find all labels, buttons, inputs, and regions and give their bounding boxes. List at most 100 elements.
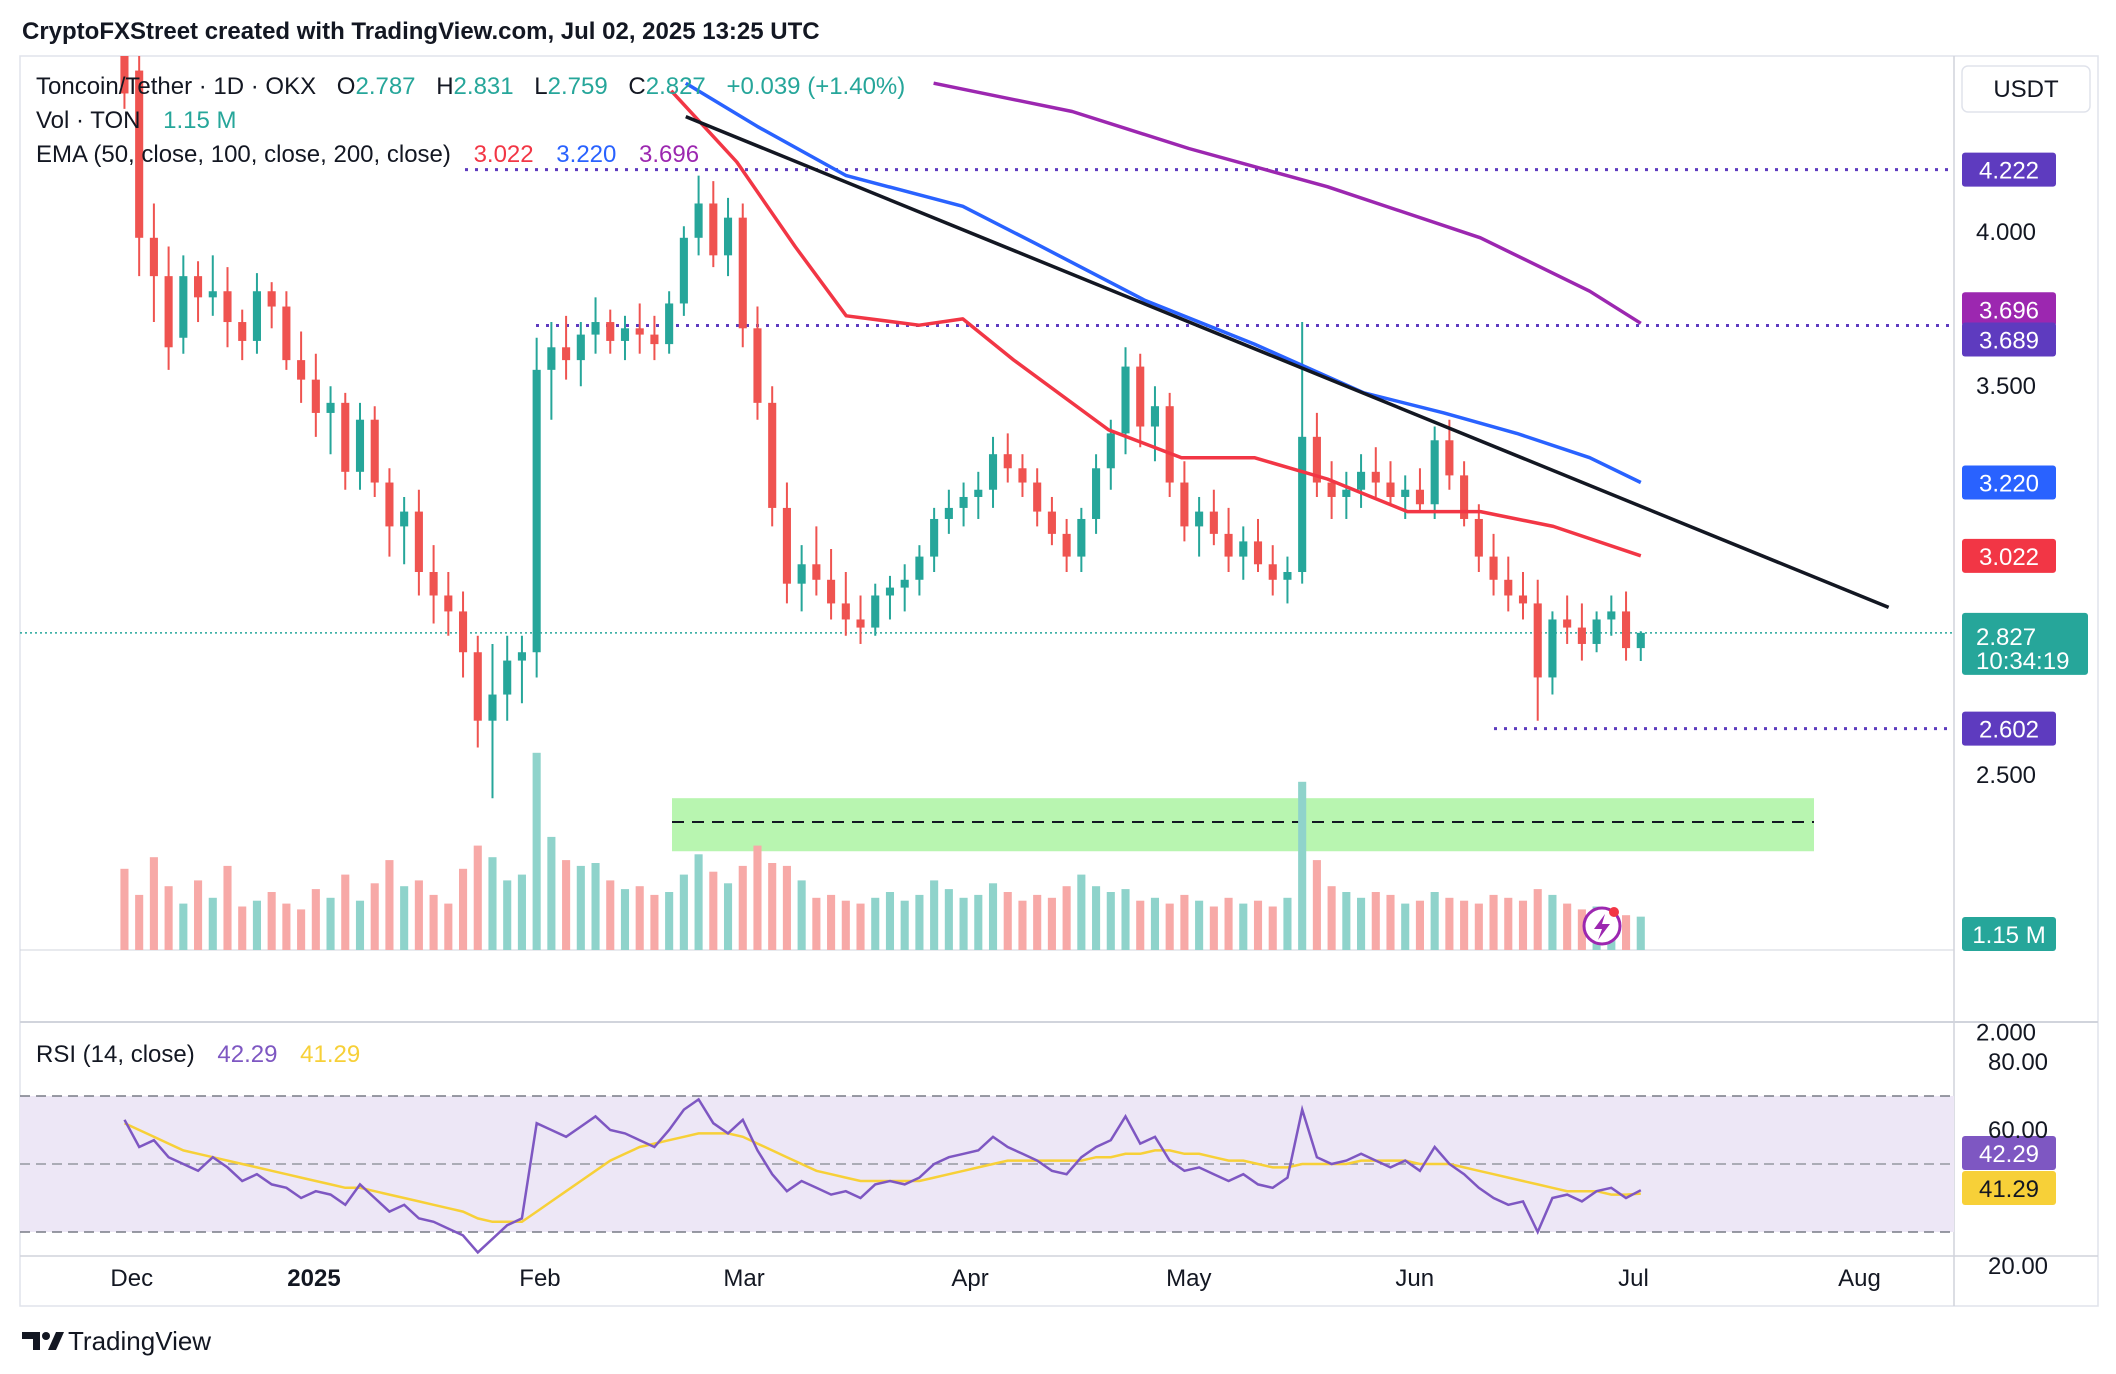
candle-body: [665, 303, 674, 345]
legend-open: 2.787: [355, 73, 415, 100]
pane-frame: [19, 55, 2099, 1307]
candle-body: [782, 507, 791, 584]
candle-body: [267, 291, 276, 307]
candle-body: [1092, 468, 1101, 519]
legend-ema-row: EMA (50, close, 100, close, 200, close) …: [36, 141, 699, 168]
candle-body: [1607, 611, 1616, 620]
volume-bar: [355, 900, 365, 950]
candle-body: [930, 518, 939, 557]
candle-body: [1180, 482, 1189, 527]
candle-body: [355, 419, 365, 472]
currency-button[interactable]: [1961, 65, 2091, 113]
volume-bar: [576, 865, 585, 950]
price-scale: 4.000 3.500 2.500 2.000: [1976, 219, 2036, 1047]
volume-bar: [341, 874, 350, 950]
volume-bar: [650, 894, 659, 950]
candle-body: [738, 217, 747, 329]
candle-body: [1386, 482, 1395, 497]
volume-bar: [871, 897, 880, 950]
volume-bar: [385, 860, 394, 950]
candle-body: [503, 660, 512, 695]
candle-body: [650, 334, 659, 345]
candle-body: [1253, 541, 1263, 565]
rsi-tick: 20.00: [1988, 1253, 2048, 1280]
chart-attribution: CryptoFXStreet created with TradingView.…: [22, 18, 820, 45]
volume-bar: [1003, 892, 1012, 950]
lightning-icon[interactable]: [1582, 906, 1622, 946]
volume-bar: [473, 845, 482, 950]
candle-body: [1533, 603, 1542, 678]
time-scale: Dec 2025 Feb Mar Apr May Jun Jul Aug: [110, 1265, 1880, 1292]
ema-line-200: [933, 81, 1642, 325]
legend-ema50: 3.022: [474, 141, 534, 168]
volume-bar: [1518, 900, 1528, 950]
volume-bar: [974, 894, 983, 950]
candle-body: [179, 276, 188, 338]
descending-trendline[interactable]: [685, 115, 1890, 610]
volume-bar: [812, 897, 821, 950]
volume-bar: [841, 900, 850, 950]
price-tick: 2.500: [1976, 762, 2036, 789]
volume-bar: [488, 857, 497, 950]
volume-bar: [797, 880, 806, 950]
tradingview-logo[interactable]: TradingView: [22, 1326, 211, 1356]
volume-bar: [282, 903, 291, 950]
volume-bar: [1357, 897, 1366, 950]
volume-bar: [1474, 903, 1483, 950]
legend: Toncoin/Tether · 1D · OKX O2.787 H2.831 …: [36, 73, 905, 1068]
price-labels: 4.222 3.696 3.689 3.220 3.022 2.602 1.15 M 2.82…: [1962, 152, 2088, 1205]
rsi-ma-line: [123, 1122, 1641, 1224]
volume-bar: [1018, 900, 1027, 950]
rsi-label-text: 41.29: [1979, 1176, 2039, 1203]
volume-bar: [1636, 916, 1645, 950]
volume-bar: [930, 880, 939, 950]
volume-bar: [297, 909, 306, 950]
candle-body: [194, 276, 203, 298]
volume-bar: [782, 865, 791, 950]
volume-bar: [532, 752, 541, 950]
candle-body: [709, 203, 718, 256]
volume-bar: [135, 894, 144, 950]
volume-bar: [503, 880, 512, 950]
candle-body: [959, 496, 968, 508]
volume-bar: [1460, 900, 1469, 950]
candle-body: [915, 556, 924, 580]
volume-bar: [635, 886, 644, 950]
candle-body: [797, 564, 806, 584]
candle-body: [1489, 556, 1498, 580]
time-tick: Jun: [1395, 1265, 1434, 1292]
volume-bar: [959, 897, 968, 950]
candle-body: [149, 237, 158, 277]
time-tick: Aug: [1838, 1265, 1881, 1292]
candle-body: [385, 482, 394, 527]
candle-body: [1415, 489, 1424, 505]
candle-body: [458, 611, 468, 653]
candle-body: [1033, 482, 1042, 512]
time-tick: May: [1166, 1265, 1211, 1292]
volume-bar: [179, 903, 188, 950]
price-label-text: 3.220: [1979, 471, 2039, 498]
volume-bar: [606, 880, 615, 950]
price-label-ema200: [1962, 292, 2056, 327]
candle-body: [1268, 564, 1277, 580]
volume-bar: [1401, 903, 1410, 950]
volume-bar: [1268, 906, 1277, 950]
candle-body: [900, 579, 909, 588]
volume-bar: [1283, 897, 1292, 950]
price-label-text: 3.022: [1979, 544, 2039, 571]
volume-bar: [1312, 860, 1321, 950]
volume-bar: [885, 892, 895, 950]
volume-bar: [679, 874, 688, 950]
candle-body: [1136, 366, 1145, 427]
candle-body: [311, 379, 320, 413]
volume-bar: [120, 868, 129, 950]
volume-bar: [723, 883, 733, 950]
candle-body: [1327, 482, 1336, 497]
time-tick: 2025: [287, 1265, 340, 1292]
volume-bar: [694, 854, 703, 950]
volume-bar: [1533, 889, 1542, 950]
volume-bar: [194, 880, 203, 950]
price-label-ema100: [1962, 465, 2056, 500]
candle-body: [135, 70, 144, 238]
